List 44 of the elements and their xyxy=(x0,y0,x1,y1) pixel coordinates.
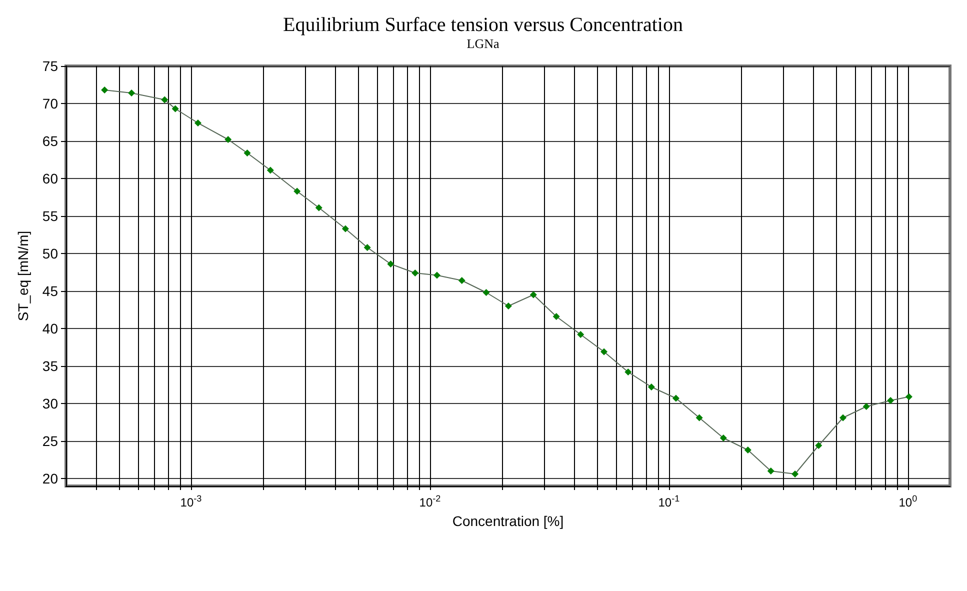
point xyxy=(815,442,822,449)
point xyxy=(887,397,894,404)
point xyxy=(648,384,655,390)
chart-title: Equilibrium Surface tension versus Concentration xyxy=(283,14,683,36)
y-tick-label: 35 xyxy=(42,358,58,374)
point xyxy=(720,434,727,442)
point xyxy=(530,291,537,298)
point xyxy=(744,446,752,454)
point xyxy=(552,313,560,320)
y-tick-label: 30 xyxy=(42,396,58,412)
point xyxy=(624,368,632,376)
y-tick-label: 70 xyxy=(42,96,58,112)
point xyxy=(792,470,799,478)
point xyxy=(172,105,179,112)
point xyxy=(767,468,774,474)
y-tick-label: 55 xyxy=(42,208,58,224)
point xyxy=(433,272,440,279)
point xyxy=(364,244,371,251)
point xyxy=(458,277,466,284)
point xyxy=(672,394,680,402)
point xyxy=(101,86,108,94)
point xyxy=(600,348,608,356)
y-tick-label: 50 xyxy=(42,246,58,262)
point xyxy=(412,270,419,276)
point xyxy=(387,260,394,268)
x-axis-title: Concentration [%] xyxy=(452,513,564,529)
point xyxy=(504,302,512,310)
point xyxy=(244,150,251,156)
chart-subtitle: LGNa xyxy=(466,36,500,51)
point xyxy=(696,414,703,422)
point xyxy=(482,289,490,296)
point xyxy=(266,166,274,174)
point xyxy=(862,403,870,410)
y-axis-title: ST_eq [mN/m] xyxy=(15,230,31,322)
y-tick-label: 40 xyxy=(42,320,58,336)
y-tick-label: 65 xyxy=(42,133,58,149)
y-tick-label: 60 xyxy=(42,170,58,186)
point xyxy=(577,331,584,338)
point xyxy=(315,204,322,212)
y-tick-label: 75 xyxy=(42,58,58,74)
y-tick-label: 25 xyxy=(42,433,58,449)
y-tick-label: 45 xyxy=(42,283,58,299)
y-tick-label: 20 xyxy=(42,470,58,486)
point xyxy=(839,414,846,422)
